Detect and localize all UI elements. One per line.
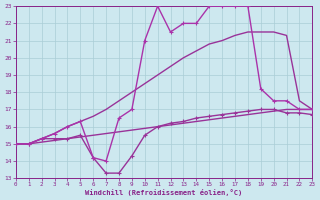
X-axis label: Windchill (Refroidissement éolien,°C): Windchill (Refroidissement éolien,°C) bbox=[85, 189, 243, 196]
